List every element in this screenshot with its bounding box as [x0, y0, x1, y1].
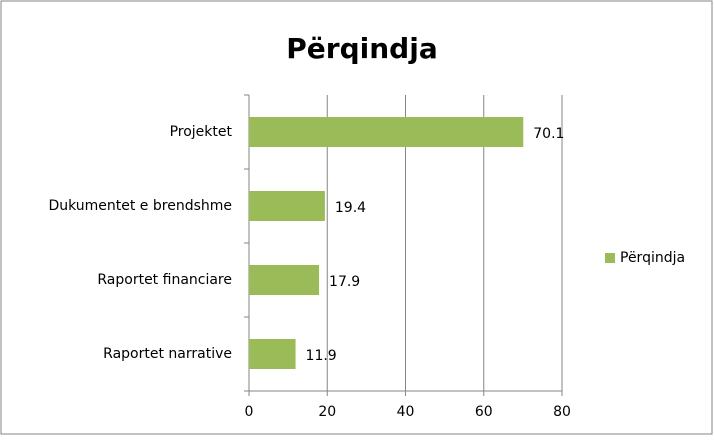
chart-title: Përqindja — [286, 32, 437, 65]
x-tick-label: 20 — [318, 404, 336, 420]
y-tick-label: Raportet financiare — [97, 272, 232, 288]
value-label: 11.9 — [306, 348, 337, 364]
y-tick-label: Projektet — [170, 124, 233, 140]
x-tick-label: 80 — [553, 404, 571, 420]
x-tick-label: 60 — [475, 404, 493, 420]
bar — [249, 265, 320, 295]
bar — [249, 117, 524, 147]
value-label: 19.4 — [335, 200, 366, 216]
legend-swatch — [605, 253, 615, 263]
value-label: 70.1 — [533, 126, 564, 142]
x-tick-label: 40 — [397, 404, 415, 420]
bar — [249, 191, 325, 221]
legend-label: Përqindja — [620, 250, 685, 266]
value-label: 17.9 — [329, 274, 360, 290]
y-tick-label: Dukumentet e brendshme — [48, 198, 232, 214]
y-tick-label: Raportet narrative — [103, 346, 232, 362]
x-tick-label: 0 — [245, 404, 254, 420]
bar — [249, 339, 296, 369]
